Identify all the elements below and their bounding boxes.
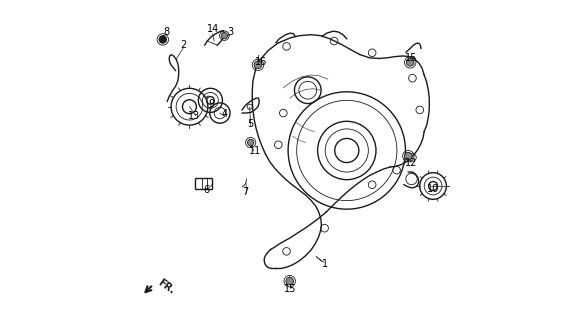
Text: 11: 11 [249, 146, 261, 156]
Text: 14: 14 [207, 24, 219, 34]
Circle shape [159, 36, 167, 43]
Text: 7: 7 [242, 187, 248, 197]
Text: 3: 3 [227, 28, 233, 37]
Circle shape [406, 59, 414, 66]
Circle shape [404, 152, 412, 160]
Text: 1: 1 [322, 259, 328, 269]
Text: 13: 13 [188, 111, 201, 121]
Text: 8: 8 [163, 27, 169, 36]
Circle shape [254, 61, 262, 69]
Text: 15: 15 [405, 53, 418, 63]
Text: 10: 10 [427, 184, 439, 194]
Text: FR.: FR. [156, 277, 176, 295]
Text: 2: 2 [180, 40, 186, 50]
Text: 9: 9 [208, 99, 214, 108]
Circle shape [286, 277, 294, 285]
Text: 6: 6 [203, 185, 210, 195]
FancyBboxPatch shape [194, 178, 212, 188]
Text: 16: 16 [255, 57, 267, 67]
Text: 12: 12 [404, 157, 417, 168]
Text: 15: 15 [284, 284, 296, 294]
Circle shape [221, 32, 228, 39]
Text: 5: 5 [248, 118, 254, 129]
Circle shape [248, 140, 254, 146]
Text: 4: 4 [221, 109, 227, 119]
